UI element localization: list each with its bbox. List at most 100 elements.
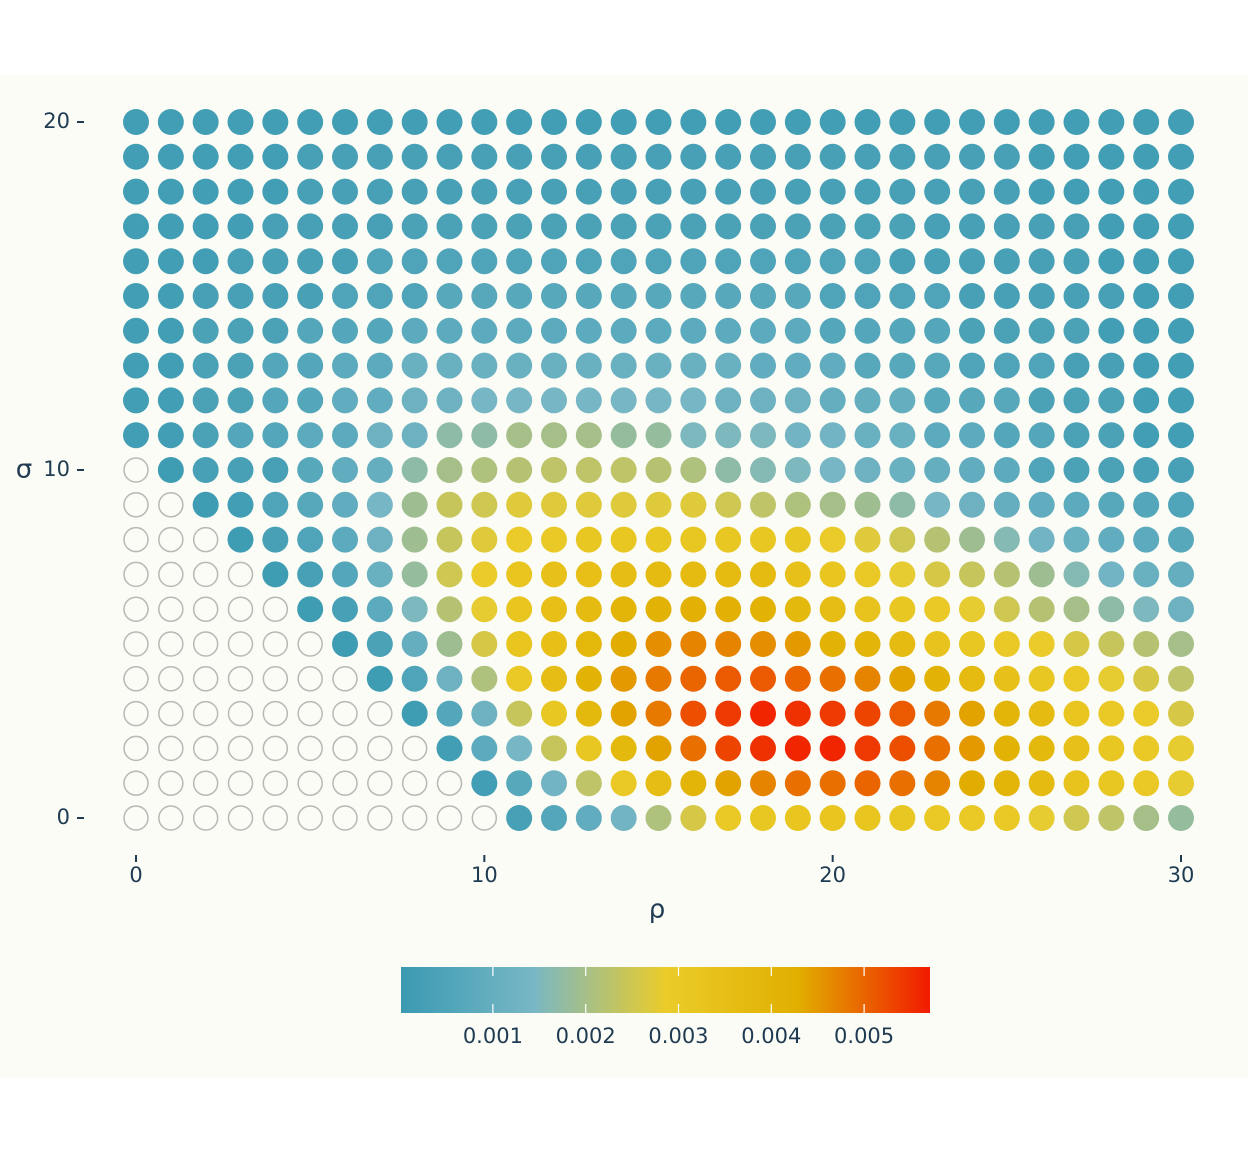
dot: [610, 283, 637, 309]
dot: [715, 352, 742, 379]
dot: [262, 457, 289, 483]
empty-dot: [262, 596, 289, 622]
dot: [645, 387, 672, 414]
dot: [680, 178, 707, 205]
dot: [750, 491, 776, 518]
dot: [541, 143, 567, 170]
dot: [854, 805, 881, 831]
dot: [1028, 178, 1055, 205]
dot: [784, 422, 811, 449]
dot: [332, 178, 358, 205]
dot: [993, 213, 1020, 240]
dot: [541, 631, 567, 657]
dot: [645, 457, 672, 483]
dot: [192, 491, 219, 518]
dot: [715, 422, 742, 449]
dot: [854, 526, 881, 553]
empty-dot: [367, 770, 393, 796]
dot: [1098, 805, 1125, 831]
dot: [1133, 491, 1160, 518]
dot: [610, 213, 637, 240]
dot: [854, 561, 881, 588]
dot: [889, 805, 916, 831]
dot: [993, 178, 1020, 205]
dot: [1063, 735, 1090, 762]
dot: [854, 457, 881, 483]
dot: [750, 317, 776, 344]
dot: [575, 770, 602, 797]
dot: [123, 178, 149, 205]
dot: [993, 770, 1020, 797]
empty-dot: [192, 596, 219, 622]
dot: [506, 178, 533, 205]
empty-dot: [262, 735, 289, 762]
dot: [1133, 422, 1160, 449]
dot: [1028, 805, 1055, 831]
empty-dot: [192, 770, 219, 796]
dot: [1168, 283, 1194, 309]
dot: [575, 561, 602, 588]
dot: [959, 561, 985, 588]
dot: [436, 665, 463, 692]
dot: [436, 248, 463, 275]
dot: [506, 770, 533, 797]
dot: [1063, 387, 1090, 414]
dot: [680, 283, 707, 309]
dot: [819, 735, 846, 762]
dot: [1098, 735, 1125, 762]
dot: [332, 248, 358, 275]
dot: [506, 665, 533, 692]
dot: [1133, 213, 1160, 240]
dot: [645, 665, 672, 692]
dot: [645, 143, 672, 170]
empty-dot: [123, 631, 149, 657]
dot: [750, 596, 776, 623]
dot: [541, 596, 567, 623]
dot: [471, 317, 498, 344]
empty-dot: [262, 805, 289, 831]
dot: [471, 422, 498, 449]
dot: [297, 457, 324, 483]
dot: [575, 352, 602, 379]
dot: [436, 422, 463, 449]
dot: [123, 143, 149, 170]
dot: [436, 213, 463, 240]
dot: [819, 143, 846, 170]
dot: [1168, 317, 1194, 344]
empty-dot: [123, 492, 149, 518]
colorbar-tick-label: 0.005: [834, 1024, 894, 1048]
dot: [506, 805, 533, 831]
empty-dot: [227, 735, 254, 762]
dot: [297, 283, 324, 309]
dot: [541, 805, 567, 831]
dot: [750, 387, 776, 414]
dot: [1098, 491, 1125, 518]
dot: [366, 109, 393, 135]
dot: [993, 352, 1020, 379]
dot: [1098, 143, 1125, 170]
dot: [959, 631, 985, 657]
dot: [332, 317, 358, 344]
dot: [1063, 770, 1090, 797]
empty-dot: [367, 805, 393, 831]
dot: [401, 387, 428, 414]
dot: [993, 317, 1020, 344]
empty-dot: [123, 666, 149, 692]
dot: [1028, 213, 1055, 240]
dot: [471, 665, 498, 692]
dot: [959, 352, 985, 379]
dot: [123, 248, 149, 275]
dot: [1028, 109, 1055, 135]
empty-dot: [158, 526, 184, 553]
dot: [784, 457, 811, 483]
dot: [715, 143, 742, 170]
dot: [715, 805, 742, 831]
dot: [436, 700, 463, 727]
dot: [1098, 178, 1125, 205]
dot: [1133, 561, 1160, 588]
dot: [436, 387, 463, 414]
dot: [541, 248, 567, 275]
dot: [471, 352, 498, 379]
dot: [959, 213, 985, 240]
dot: [750, 422, 776, 449]
